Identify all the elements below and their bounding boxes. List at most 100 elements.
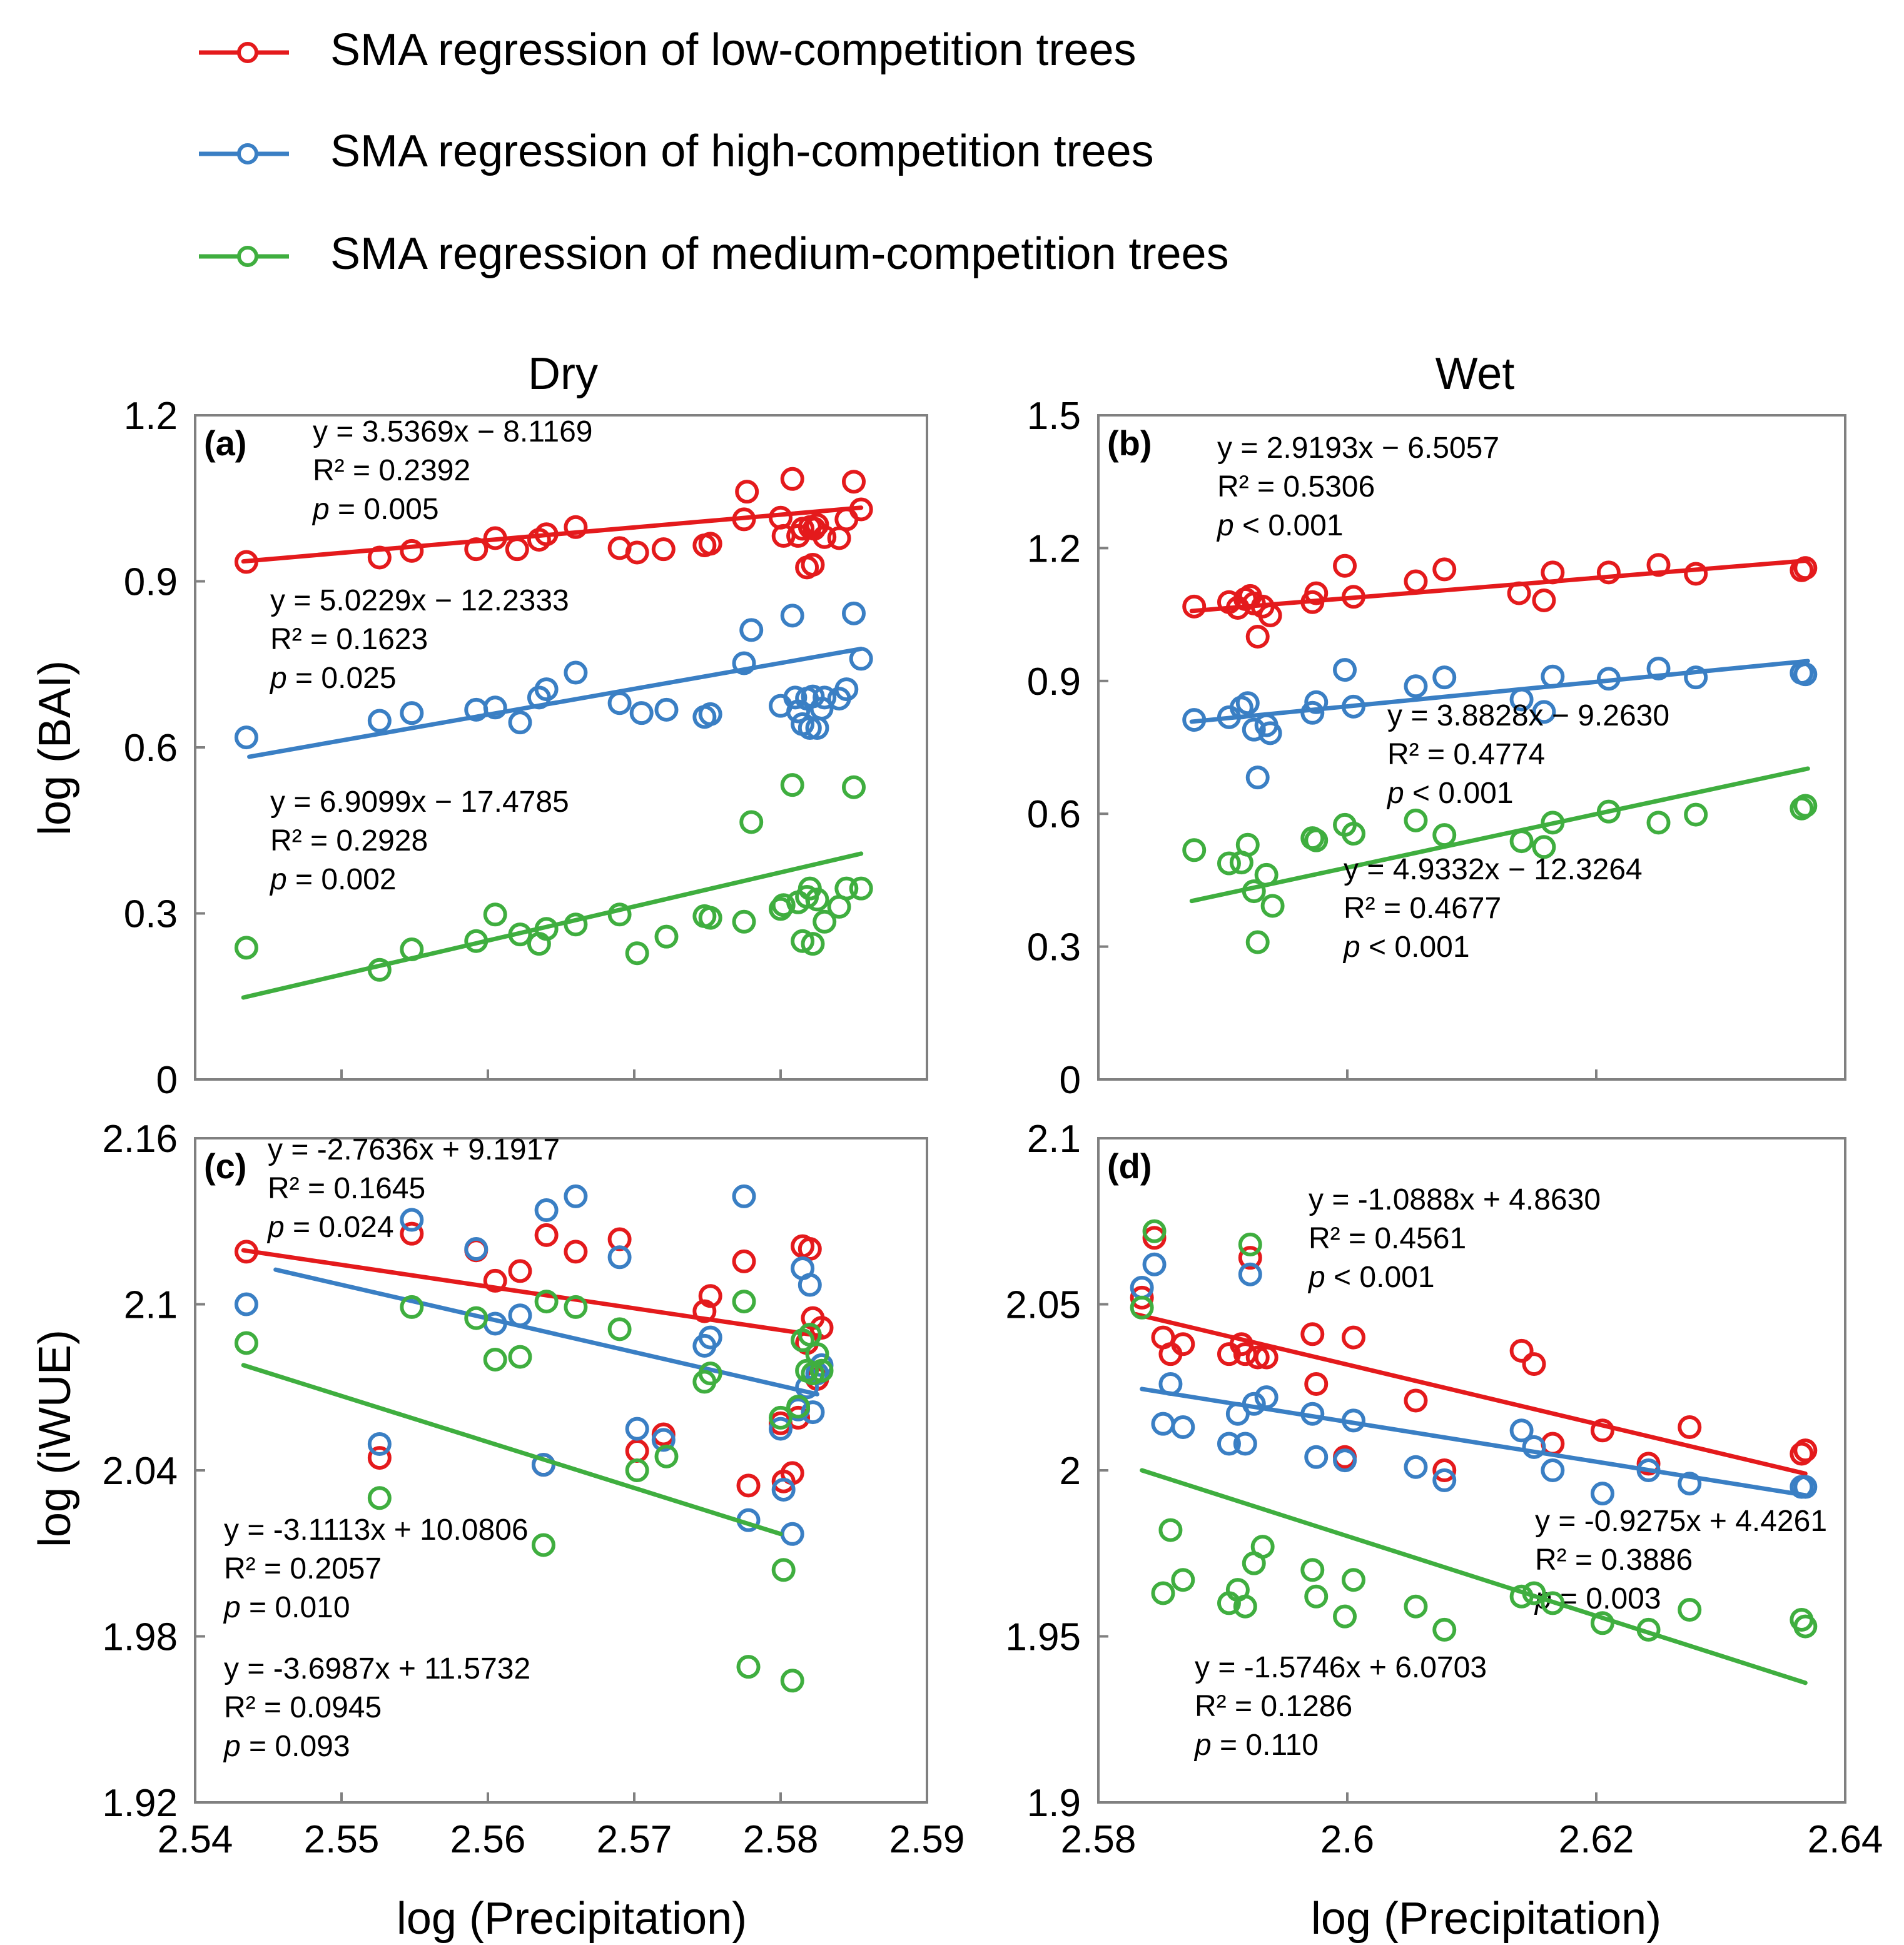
data-point-low xyxy=(1130,1285,1154,1310)
data-point-low xyxy=(1245,1345,1270,1370)
r-squared-high-c: R² = 0.2057 xyxy=(224,1552,382,1585)
data-point-medium xyxy=(849,876,873,901)
data-point-medium xyxy=(1250,1535,1275,1559)
data-point-high xyxy=(801,1400,825,1425)
equation-high-b: y = 3.8828x − 9.2630 xyxy=(1387,699,1669,732)
r-squared-low-c: R² = 0.1645 xyxy=(268,1172,425,1205)
series-medium-b xyxy=(1182,766,1818,954)
r-squared-high-b: R² = 0.4774 xyxy=(1387,738,1545,771)
y-tick-label-d: 1.95 xyxy=(1005,1616,1081,1659)
data-point-high xyxy=(1304,690,1329,714)
data-point-medium xyxy=(698,906,722,930)
data-point-medium xyxy=(1217,851,1241,876)
series-medium-a xyxy=(234,773,873,1000)
equation-high-d: y = -0.9275x + 4.4261 xyxy=(1535,1505,1827,1538)
data-point-high xyxy=(234,1292,258,1316)
panel-c: 2.54 2.55 2.56 2.57 2.58 2.59 1.92 1.98 2.04 2.1 2… xyxy=(102,1118,965,1861)
data-point-medium xyxy=(834,876,859,901)
data-point-low xyxy=(732,1249,756,1273)
x-tick-label-c: 2.56 xyxy=(450,1818,526,1861)
data-point-low xyxy=(1541,1432,1565,1456)
x-tick-label-c: 2.59 xyxy=(889,1818,965,1861)
data-point-low xyxy=(1182,594,1207,619)
p-value-medium-a: p = 0.002 xyxy=(269,863,397,896)
data-point-low xyxy=(1142,1226,1167,1250)
data-point-low xyxy=(698,532,722,556)
data-point-medium xyxy=(1532,835,1556,859)
data-point-medium xyxy=(1341,822,1365,846)
p-symbol: p xyxy=(223,1591,241,1624)
data-point-high xyxy=(1432,1468,1457,1492)
data-point-low xyxy=(692,1299,717,1323)
legend-marker-medium xyxy=(237,246,258,267)
data-point-low xyxy=(607,1227,632,1251)
p-value-text: = 0.024 xyxy=(285,1211,394,1244)
data-point-low xyxy=(625,540,649,565)
data-point-low xyxy=(651,537,676,562)
data-point-medium xyxy=(786,1395,811,1419)
p-symbol: p xyxy=(1386,777,1404,810)
x-tick-label-c: 2.58 xyxy=(743,1818,819,1861)
data-point-medium xyxy=(1260,894,1285,918)
data-point-high xyxy=(483,695,507,720)
data-point-low xyxy=(1404,569,1428,594)
data-point-high xyxy=(1142,1252,1167,1276)
data-point-medium xyxy=(1678,1598,1702,1622)
panel-label-d: (d) xyxy=(1107,1146,1152,1186)
y-tick-label-c: 2.1 xyxy=(124,1284,178,1327)
data-point-high xyxy=(1238,1262,1262,1286)
data-point-high xyxy=(1304,1445,1329,1469)
p-value-text: = 0.093 xyxy=(241,1730,350,1763)
y-tick-label-c: 2.04 xyxy=(102,1450,178,1493)
regression-line-high xyxy=(273,1267,819,1397)
panel-a: 0 0.3 0.6 0.9 1.2 (a) y = 3.5369x − 8.1169 R² =… xyxy=(124,395,928,1102)
data-point-low xyxy=(1300,1322,1325,1346)
y-axis-label-bai: log (BAI) xyxy=(30,660,80,836)
legend-marker-low xyxy=(237,42,258,63)
data-point-low xyxy=(367,1446,392,1470)
data-point-high xyxy=(798,716,822,740)
data-point-medium xyxy=(1300,1558,1325,1582)
data-point-medium xyxy=(531,1533,555,1557)
equation-medium-d: y = -1.5746x + 6.0703 xyxy=(1195,1651,1487,1684)
data-point-high xyxy=(1793,662,1818,687)
regression-line-high xyxy=(1189,659,1810,724)
p-value-low-b: p < 0.001 xyxy=(1216,509,1344,542)
y-tick-label-a: 0.3 xyxy=(124,893,178,936)
data-point-medium xyxy=(1238,1232,1262,1256)
y-tick-label-b: 0.9 xyxy=(1027,660,1081,704)
data-point-low xyxy=(736,1473,761,1498)
column-title-dry: Dry xyxy=(528,349,598,399)
data-point-high xyxy=(783,685,808,710)
data-point-medium xyxy=(698,1362,722,1386)
data-point-high xyxy=(629,701,654,725)
data-point-low xyxy=(805,513,829,537)
y-tick-label-a: 0.9 xyxy=(124,561,178,604)
data-point-high xyxy=(1245,765,1270,790)
panel-b: 0 0.3 0.6 0.9 1.2 1.5 (b) y = 2.9193x − 6.5057 R… xyxy=(1027,395,1846,1102)
data-point-medium xyxy=(1235,832,1260,857)
data-point-medium xyxy=(769,1405,792,1430)
data-point-high xyxy=(651,1428,676,1452)
data-point-low xyxy=(842,470,866,494)
data-point-low xyxy=(1793,556,1818,580)
data-point-medium xyxy=(780,1669,804,1693)
data-point-medium xyxy=(625,1458,649,1482)
legend-item-high: SMA regression of high-competition trees xyxy=(199,126,1154,176)
data-point-high xyxy=(1590,1482,1614,1506)
equation-medium-a: y = 6.9099x − 17.4785 xyxy=(270,786,569,819)
data-point-high xyxy=(1404,1455,1428,1479)
data-point-high xyxy=(813,685,837,710)
data-point-medium xyxy=(483,902,507,927)
data-point-medium xyxy=(400,1295,424,1319)
data-point-high xyxy=(534,677,559,702)
data-point-low xyxy=(1532,588,1556,612)
p-symbol: p xyxy=(1307,1261,1325,1294)
data-point-low xyxy=(813,525,837,549)
legend-item-medium: SMA regression of medium-competition tre… xyxy=(199,229,1229,279)
data-point-medium xyxy=(791,929,815,953)
data-point-low xyxy=(798,1237,822,1261)
data-point-medium xyxy=(813,909,837,934)
series-low-b xyxy=(1182,553,1818,649)
data-point-high xyxy=(1333,1448,1357,1473)
